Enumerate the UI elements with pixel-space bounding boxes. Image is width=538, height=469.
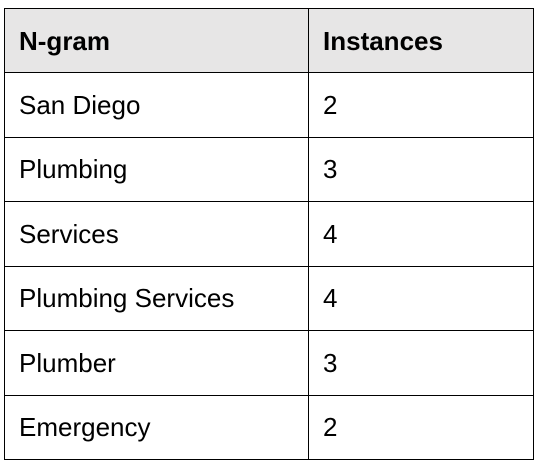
ngram-cell: Plumbing Services [4,265,309,331]
instances-cell: 2 [308,394,534,460]
ngram-table-container: N-gram Instances San Diego 2 Plumbing 3 … [4,8,534,460]
table-row: Plumbing 3 [4,136,534,202]
table-row: Plumber 3 [4,330,534,396]
column-header-instances: Instances [308,8,534,73]
ngram-cell: Plumber [4,330,309,396]
column-header-ngram: N-gram [4,8,309,73]
instances-cell: 3 [308,330,534,396]
ngram-cell: Emergency [4,394,309,460]
instances-cell: 4 [308,201,534,267]
table-row: Services 4 [4,201,534,267]
table-row: San Diego 2 [4,72,534,138]
table-row: Emergency 2 [4,394,534,460]
ngram-cell: Services [4,201,309,267]
ngram-cell: Plumbing [4,136,309,202]
instances-cell: 2 [308,72,534,138]
table-body: San Diego 2 Plumbing 3 Services 4 Plumbi… [4,72,534,460]
instances-cell: 3 [308,136,534,202]
table-row: Plumbing Services 4 [4,265,534,331]
ngram-cell: San Diego [4,72,309,138]
ngram-table: N-gram Instances San Diego 2 Plumbing 3 … [4,8,534,460]
instances-cell: 4 [308,265,534,331]
header-row: N-gram Instances [4,8,534,73]
table-header: N-gram Instances [4,8,534,73]
